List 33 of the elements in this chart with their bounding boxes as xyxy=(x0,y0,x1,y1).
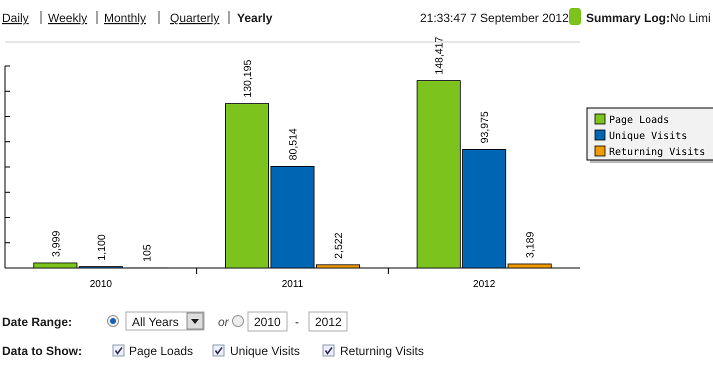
text: - xyxy=(295,315,299,329)
text: Unique Visits xyxy=(230,344,300,358)
text: Date Range: xyxy=(2,315,72,329)
legend-label: Unique Visits xyxy=(609,131,688,142)
text: Weekly xyxy=(48,11,88,25)
data-label: 148,417 xyxy=(434,36,446,75)
text: Data to Show: xyxy=(2,344,82,358)
data-label: 3,189 xyxy=(524,232,537,258)
text: 2010 xyxy=(254,315,282,329)
text: Quarterly xyxy=(170,11,220,25)
text: Summary Log: xyxy=(586,11,670,25)
text: Yearly xyxy=(237,11,273,25)
text: 21:33:47 7 September 2012 xyxy=(420,11,570,25)
legend-label: Returning Visits xyxy=(609,147,706,158)
text: No Limi xyxy=(670,11,711,25)
x-tick-label: 2011 xyxy=(282,279,304,290)
x-tick-label: 2010 xyxy=(90,279,112,290)
text: Monthly xyxy=(104,11,146,25)
data-label: 93,975 xyxy=(479,111,492,144)
x-tick-label: 2012 xyxy=(473,279,496,290)
legend-label: Page Loads xyxy=(609,115,670,126)
data-label: 105 xyxy=(141,244,154,262)
text: Daily xyxy=(2,11,29,25)
data-label: 1,100 xyxy=(96,234,108,261)
data-label: 130,195 xyxy=(242,60,254,98)
data-label: 2,522 xyxy=(332,232,345,259)
data-label: 3,999 xyxy=(50,230,62,257)
text: 2012 xyxy=(315,315,342,329)
text: or xyxy=(218,315,230,329)
text: All Years xyxy=(132,315,179,329)
text: Returning Visits xyxy=(340,344,424,358)
data-label: 80,514 xyxy=(288,128,300,160)
text: Page Loads xyxy=(129,344,194,358)
